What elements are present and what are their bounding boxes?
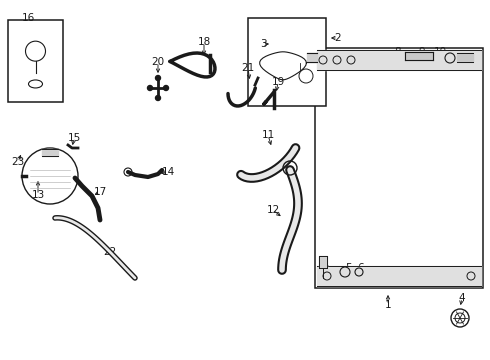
Text: 9: 9 bbox=[418, 47, 425, 57]
Text: 22: 22 bbox=[103, 247, 117, 257]
Circle shape bbox=[155, 76, 161, 81]
Text: 16: 16 bbox=[22, 13, 35, 23]
Bar bbox=[8, 20, 63, 102]
Text: 14: 14 bbox=[161, 167, 174, 177]
Text: 12: 12 bbox=[267, 205, 280, 215]
Circle shape bbox=[155, 95, 161, 100]
Text: 17: 17 bbox=[94, 187, 107, 197]
Circle shape bbox=[164, 86, 169, 90]
Text: 2: 2 bbox=[335, 33, 342, 43]
Text: 3: 3 bbox=[260, 39, 266, 49]
Text: 6: 6 bbox=[358, 263, 364, 273]
Text: 18: 18 bbox=[197, 37, 211, 47]
Text: 11: 11 bbox=[261, 130, 274, 140]
Text: 5: 5 bbox=[344, 263, 351, 273]
Text: 10: 10 bbox=[434, 47, 446, 57]
Ellipse shape bbox=[28, 80, 43, 88]
Circle shape bbox=[147, 86, 152, 90]
Bar bbox=[315, 48, 483, 288]
Text: 1: 1 bbox=[385, 300, 392, 310]
Text: 15: 15 bbox=[68, 133, 81, 143]
Text: 20: 20 bbox=[151, 57, 165, 67]
Text: 21: 21 bbox=[242, 63, 255, 73]
Text: 8: 8 bbox=[394, 47, 401, 57]
Text: 7: 7 bbox=[327, 270, 333, 280]
Text: 4: 4 bbox=[459, 293, 466, 303]
Text: 13: 13 bbox=[31, 190, 45, 200]
Bar bbox=[248, 18, 326, 106]
Text: 19: 19 bbox=[271, 77, 285, 87]
Text: 23: 23 bbox=[11, 157, 24, 167]
